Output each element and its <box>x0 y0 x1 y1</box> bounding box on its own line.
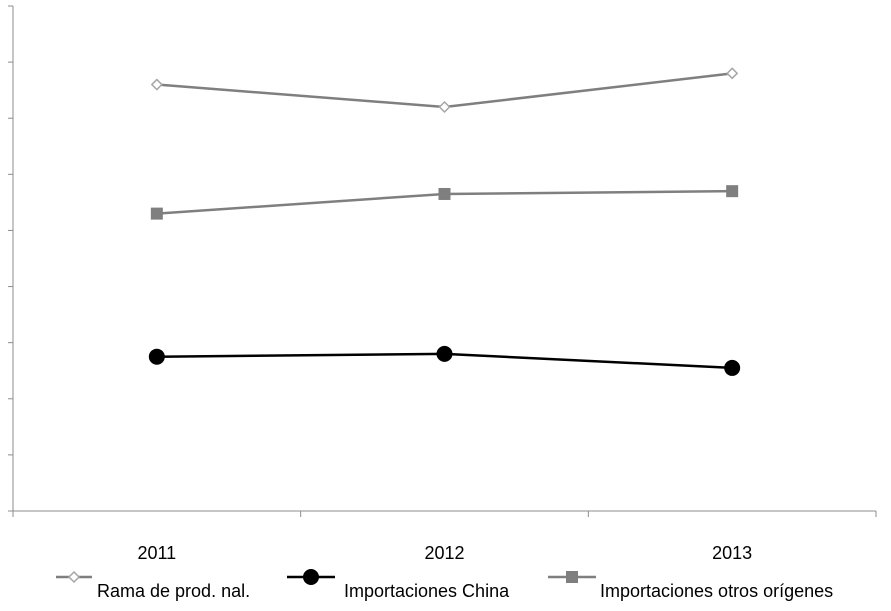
legend-item-2: Importaciones China <box>287 569 510 601</box>
x-tick-label: 2013 <box>712 543 752 563</box>
x-axis-labels: 2011 2012 2013 <box>137 543 752 563</box>
legend-label: Rama de prod. nal. <box>97 581 250 601</box>
data-point-diamond <box>150 78 163 91</box>
x-tick-label: 2012 <box>424 543 464 563</box>
chart-axes <box>8 5 877 517</box>
series-3 <box>150 185 739 220</box>
legend-item-3: Importaciones otros orígenes <box>548 571 833 601</box>
legend-item-1: Rama de prod. nal. <box>56 570 250 601</box>
series-1 <box>150 67 739 114</box>
data-point-square <box>438 187 451 200</box>
legend: Rama de prod. nal. Importaciones China Imp… <box>56 569 833 601</box>
data-point-diamond <box>726 67 739 80</box>
series-2 <box>148 345 741 376</box>
legend-label: Importaciones otros orígenes <box>600 581 833 601</box>
data-point-diamond <box>438 100 451 114</box>
data-point-square <box>566 571 578 583</box>
legend-label: Importaciones China <box>344 581 510 601</box>
data-point-square <box>150 207 163 220</box>
data-point-circle <box>303 569 319 585</box>
x-tick-label: 2011 <box>137 543 176 563</box>
data-point-circle <box>148 348 165 365</box>
series-layer <box>148 67 741 376</box>
data-point-square <box>726 185 739 198</box>
data-point-circle <box>724 359 741 376</box>
data-point-circle <box>436 345 453 362</box>
data-point-diamond <box>67 570 81 584</box>
